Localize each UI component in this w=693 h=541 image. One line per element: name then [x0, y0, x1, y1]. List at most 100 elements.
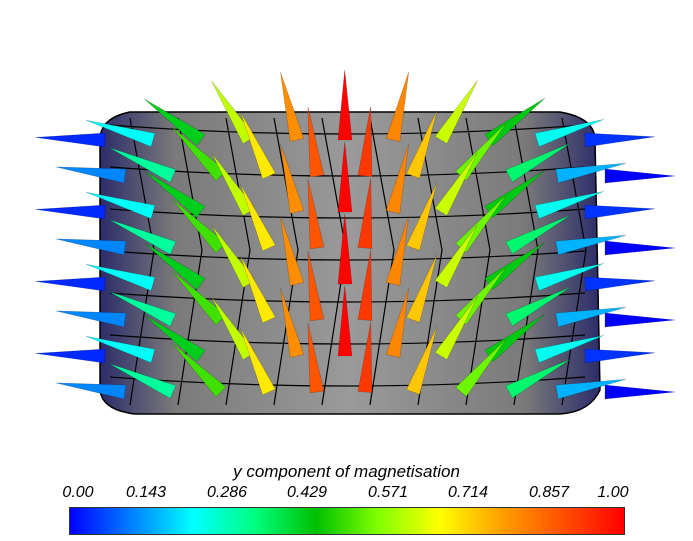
colorbar-tick: 0.857 [528, 484, 570, 501]
cone-glyph [555, 234, 626, 256]
mesh-body [99, 111, 601, 415]
cone-glyph [211, 296, 256, 361]
colorbar-gradient [69, 507, 625, 535]
colorbar-tick: 0.286 [206, 484, 248, 501]
cone-glyph [534, 263, 604, 292]
cone-glyph [108, 363, 177, 399]
cone-glyph [534, 119, 604, 148]
cone-glyph [604, 168, 676, 184]
cone-glyph [171, 270, 227, 326]
cone-glyph [337, 69, 353, 141]
colorbar-tick: 0.00 [62, 484, 94, 501]
mesh-line [369, 117, 395, 406]
cone-glyph [144, 170, 206, 219]
cone-glyph [240, 111, 276, 180]
mesh-line [513, 117, 539, 406]
cone-glyph [406, 182, 438, 251]
cone-glyph [108, 291, 177, 327]
cone-glyph [604, 240, 676, 256]
colorbar-tick-labels: 0.00 0.143 0.286 0.429 0.571 0.714 0.857… [0, 484, 693, 506]
cone-glyph [307, 178, 325, 250]
colorbar-title: y component of magnetisation [233, 462, 460, 481]
cone-glyph [307, 322, 325, 394]
cone-glyph [240, 327, 276, 396]
magnetisation-3d-view[interactable] [0, 0, 693, 455]
magnetisation-glyphs [35, 69, 676, 400]
cone-glyph [108, 147, 177, 183]
cone-glyph [307, 250, 325, 322]
cone-glyph [385, 215, 410, 286]
mesh-line [273, 117, 299, 406]
colorbar-tick: 0.571 [367, 484, 409, 501]
cone-glyph [240, 183, 276, 252]
colorbar-tick: 0.714 [447, 484, 489, 501]
cone-glyph [434, 80, 478, 145]
cone-glyph [584, 348, 655, 364]
cone-glyph [211, 80, 256, 145]
mesh-line [561, 117, 587, 406]
cone-glyph [555, 306, 626, 328]
cone-glyph [385, 143, 410, 214]
cone-glyph [604, 312, 676, 328]
cone-glyph [584, 204, 655, 220]
cone-glyph [406, 254, 438, 323]
cone-glyph [307, 106, 325, 178]
mesh-line [225, 117, 251, 406]
cone-glyph [55, 166, 127, 184]
cone-glyph [171, 126, 227, 182]
cone-glyph [35, 132, 106, 148]
cone-glyph [85, 335, 156, 364]
cone-glyph [406, 326, 438, 395]
cone-glyph [211, 224, 256, 289]
cone-glyph [55, 238, 127, 256]
cone-glyph [85, 191, 156, 220]
cone-glyph [505, 214, 571, 255]
cone-glyph [35, 276, 106, 292]
cone-glyph [35, 348, 106, 364]
cone-glyph [555, 162, 626, 184]
cone-glyph [171, 342, 227, 398]
cone-glyph [357, 322, 373, 393]
cone-glyph [357, 250, 373, 321]
cone-glyph [337, 285, 353, 357]
cone-glyph [584, 276, 655, 292]
cone-glyph [534, 191, 604, 220]
cone-glyph [434, 224, 478, 289]
cone-glyph [505, 286, 571, 327]
cone-glyph [505, 142, 571, 183]
cone-glyph [55, 382, 127, 400]
cone-glyph [434, 152, 478, 217]
mesh-line [177, 117, 203, 406]
cone-glyph [357, 106, 373, 177]
colorbar-tick: 1.00 [597, 484, 629, 501]
cone-glyph [584, 132, 655, 148]
cone-glyph [35, 204, 106, 220]
cone-glyph [144, 98, 206, 147]
cone-glyph [357, 178, 373, 249]
cone-glyph [406, 110, 438, 179]
colorbar-tick: 0.143 [125, 484, 167, 501]
cone-glyph [280, 71, 305, 143]
cone-glyph [337, 141, 353, 213]
cone-glyph [534, 335, 604, 364]
colorbar-tick: 0.429 [286, 484, 328, 501]
cone-glyph [280, 287, 305, 359]
cone-glyph [385, 71, 410, 142]
cone-glyph [144, 242, 206, 291]
cone-glyph [337, 213, 353, 285]
cone-glyph [108, 219, 177, 255]
cone-glyph [85, 119, 156, 148]
cone-glyph [505, 358, 571, 399]
cone-glyph [604, 384, 676, 400]
cone-glyph [85, 263, 156, 292]
cone-glyph [171, 198, 227, 254]
cone-glyph [434, 296, 478, 361]
cone-glyph [55, 310, 127, 328]
cone-glyph [211, 152, 256, 217]
mesh-line [109, 208, 586, 219]
cone-glyph [455, 338, 507, 397]
cone-glyph [385, 287, 410, 358]
cone-glyph [144, 314, 206, 363]
cone-glyph [280, 143, 305, 215]
